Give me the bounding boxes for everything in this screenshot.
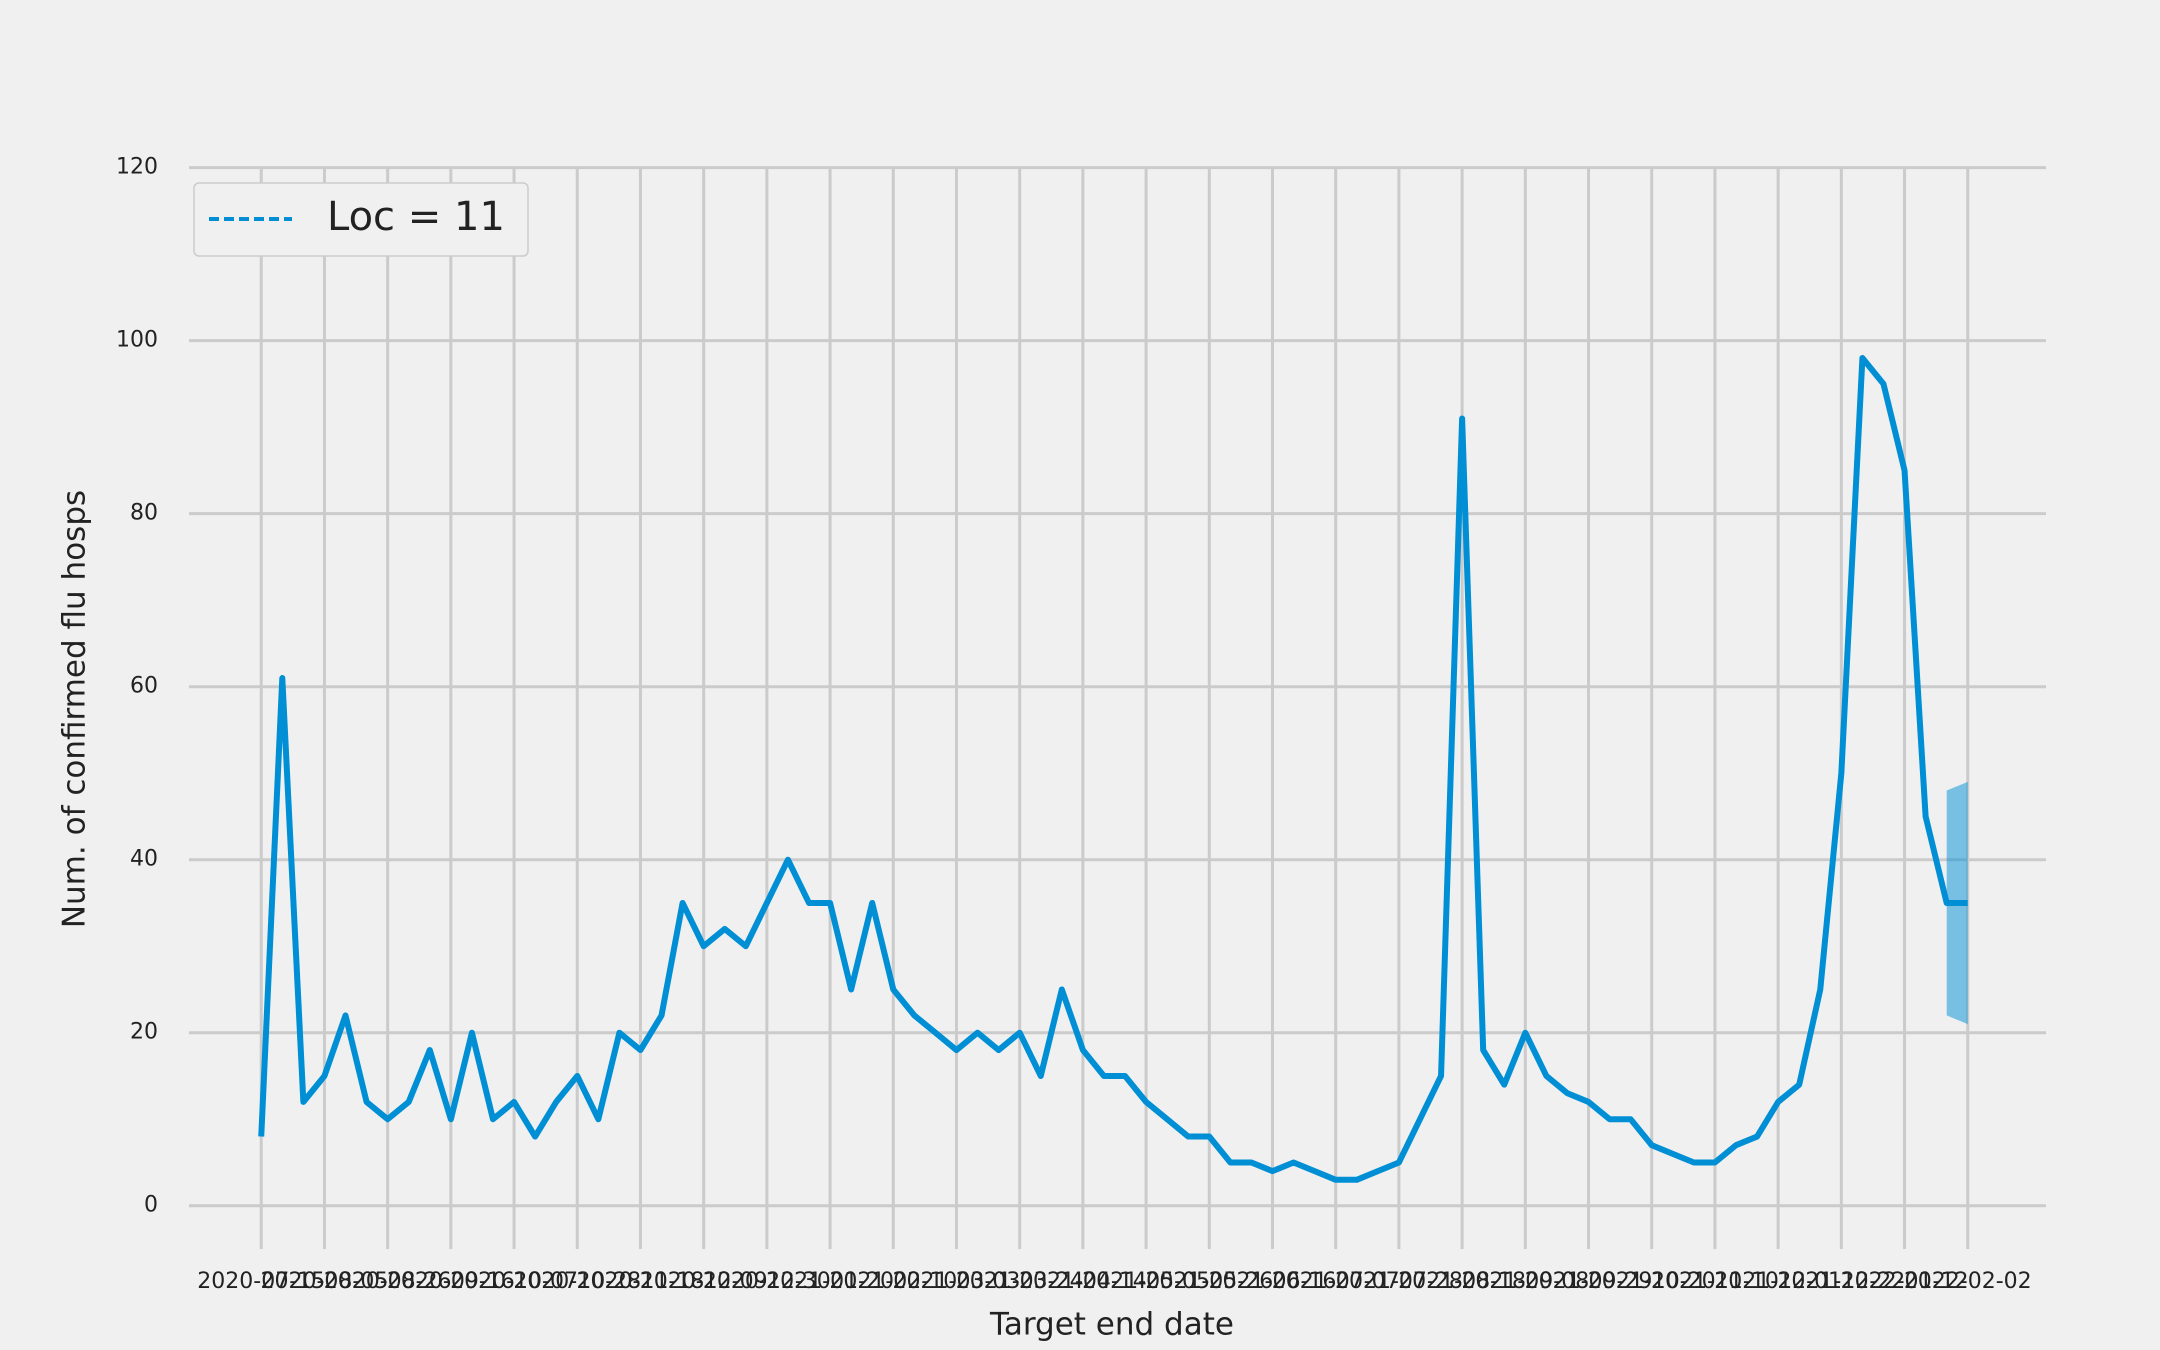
x-axis-label: Target end date	[989, 1307, 1234, 1343]
x-tick-label: 2020-08-05	[261, 1269, 389, 1294]
legend-box	[193, 182, 529, 257]
y-axis-label: Num. of confirmed flu hosps	[57, 490, 93, 928]
x-tick-label: 2021-12-01	[1714, 1269, 1842, 1294]
x-tick-label: 2020-10-07	[450, 1269, 578, 1294]
x-tick-label: 2021-04-14	[1019, 1269, 1147, 1294]
y-tick-label: 80	[130, 501, 158, 526]
x-tick-label: 2021-07-07	[1272, 1269, 1400, 1294]
y-tick-label: 60	[130, 674, 158, 699]
x-tick-label: 2021-09-29	[1525, 1269, 1653, 1294]
x-tick-label: 2020-11-18	[577, 1269, 705, 1294]
x-tick-label: 2021-12-22	[1777, 1269, 1905, 1294]
x-tick-label: 2021-09-08	[1461, 1269, 1589, 1294]
legend-label: Loc = 11	[327, 194, 505, 240]
x-tick-label: 2020-12-09	[640, 1269, 768, 1294]
x-tick-label: 2022-02-02	[1904, 1269, 2032, 1294]
x-tick-label: 2020-12-30	[703, 1269, 831, 1294]
x-tick-label: 2021-02-10	[829, 1269, 957, 1294]
x-tick-label: 2021-01-20	[766, 1269, 894, 1294]
x-tick-label: 2021-05-26	[1145, 1269, 1273, 1294]
x-tick-label: 2020-07-15	[197, 1269, 325, 1294]
y-tick-label: 120	[116, 155, 158, 180]
x-tick-label: 2022-01-12	[1841, 1269, 1969, 1294]
y-tick-label: 40	[130, 847, 158, 872]
y-tick-label: 100	[116, 328, 158, 353]
y-tick-label: 20	[130, 1020, 158, 1045]
x-tick-label: 2021-03-03	[893, 1269, 1021, 1294]
x-tick-label: 2021-06-16	[1209, 1269, 1337, 1294]
x-tick-label: 2020-10-28	[513, 1269, 641, 1294]
x-tick-label: 2021-10-20	[1588, 1269, 1716, 1294]
data-line	[258, 354, 1968, 1183]
x-tick-label: 2021-07-28	[1335, 1269, 1463, 1294]
x-tick-label: 2020-09-16	[387, 1269, 515, 1294]
x-tick-label: 2021-11-10	[1651, 1269, 1779, 1294]
y-tick-label: 0	[144, 1193, 158, 1218]
x-tick-label: 2021-08-18	[1398, 1269, 1526, 1294]
x-tick-label: 2021-05-05	[1082, 1269, 1210, 1294]
x-tick-label: 2021-03-24	[956, 1269, 1084, 1294]
x-tick-label: 2020-08-26	[324, 1269, 452, 1294]
